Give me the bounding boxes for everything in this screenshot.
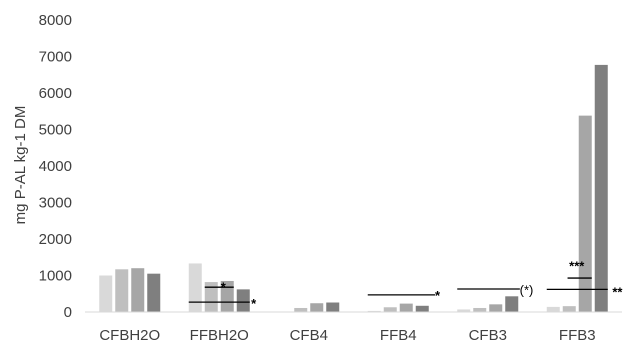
y-tick-label: 1000 [39, 268, 72, 285]
bar [220, 280, 234, 312]
bar [562, 306, 576, 312]
bar [188, 263, 202, 312]
bar [147, 273, 161, 312]
x-tick-label: FFB4 [380, 327, 417, 344]
bar [310, 303, 324, 312]
y-axis-label: mg P-AL kg-1 DM [12, 106, 29, 225]
x-tick-label: CFBH2O [99, 327, 160, 344]
y-axis-ticks: 0 1000 2000 3000 4000 5000 6000 7000 8000 [39, 12, 72, 321]
significance-label: * [221, 279, 227, 294]
bars [99, 64, 608, 313]
bar [505, 296, 519, 312]
bar [204, 282, 218, 312]
bar [383, 307, 397, 312]
significance-label: * [251, 296, 257, 311]
significance-label: *** [569, 258, 585, 273]
x-tick-label: FFBH2O [190, 327, 249, 344]
significance-annotations: *** (*)***** [188, 258, 623, 311]
y-tick-label: 5000 [39, 122, 72, 139]
bar [367, 310, 381, 312]
y-tick-label: 7000 [39, 49, 72, 66]
y-tick-label: 2000 [39, 231, 72, 248]
y-tick-label: 4000 [39, 158, 72, 175]
bar [399, 303, 413, 312]
bar [131, 268, 145, 312]
x-axis-categories: CFBH2O FFBH2O CFB4 FFB4 CFB3 FFB3 [99, 327, 595, 344]
x-tick-label: CFB4 [290, 327, 328, 344]
bar [473, 307, 487, 312]
bar [415, 305, 429, 312]
y-tick-label: 3000 [39, 195, 72, 212]
bar [99, 275, 113, 312]
y-tick-label: 6000 [39, 85, 72, 102]
bar [115, 269, 129, 312]
x-tick-label: CFB3 [469, 327, 507, 344]
bar [236, 289, 250, 312]
significance-label: ** [612, 285, 623, 300]
x-tick-label: FFB3 [559, 327, 596, 344]
y-tick-label: 0 [64, 304, 72, 321]
bar [326, 302, 340, 312]
bar [546, 306, 560, 312]
bar [594, 64, 608, 313]
bar [457, 309, 471, 312]
significance-label: (*) [520, 283, 534, 298]
significance-label: * [435, 288, 441, 303]
y-tick-label: 8000 [39, 12, 72, 29]
bar [578, 115, 592, 312]
bar [489, 304, 503, 312]
bar [294, 307, 308, 312]
